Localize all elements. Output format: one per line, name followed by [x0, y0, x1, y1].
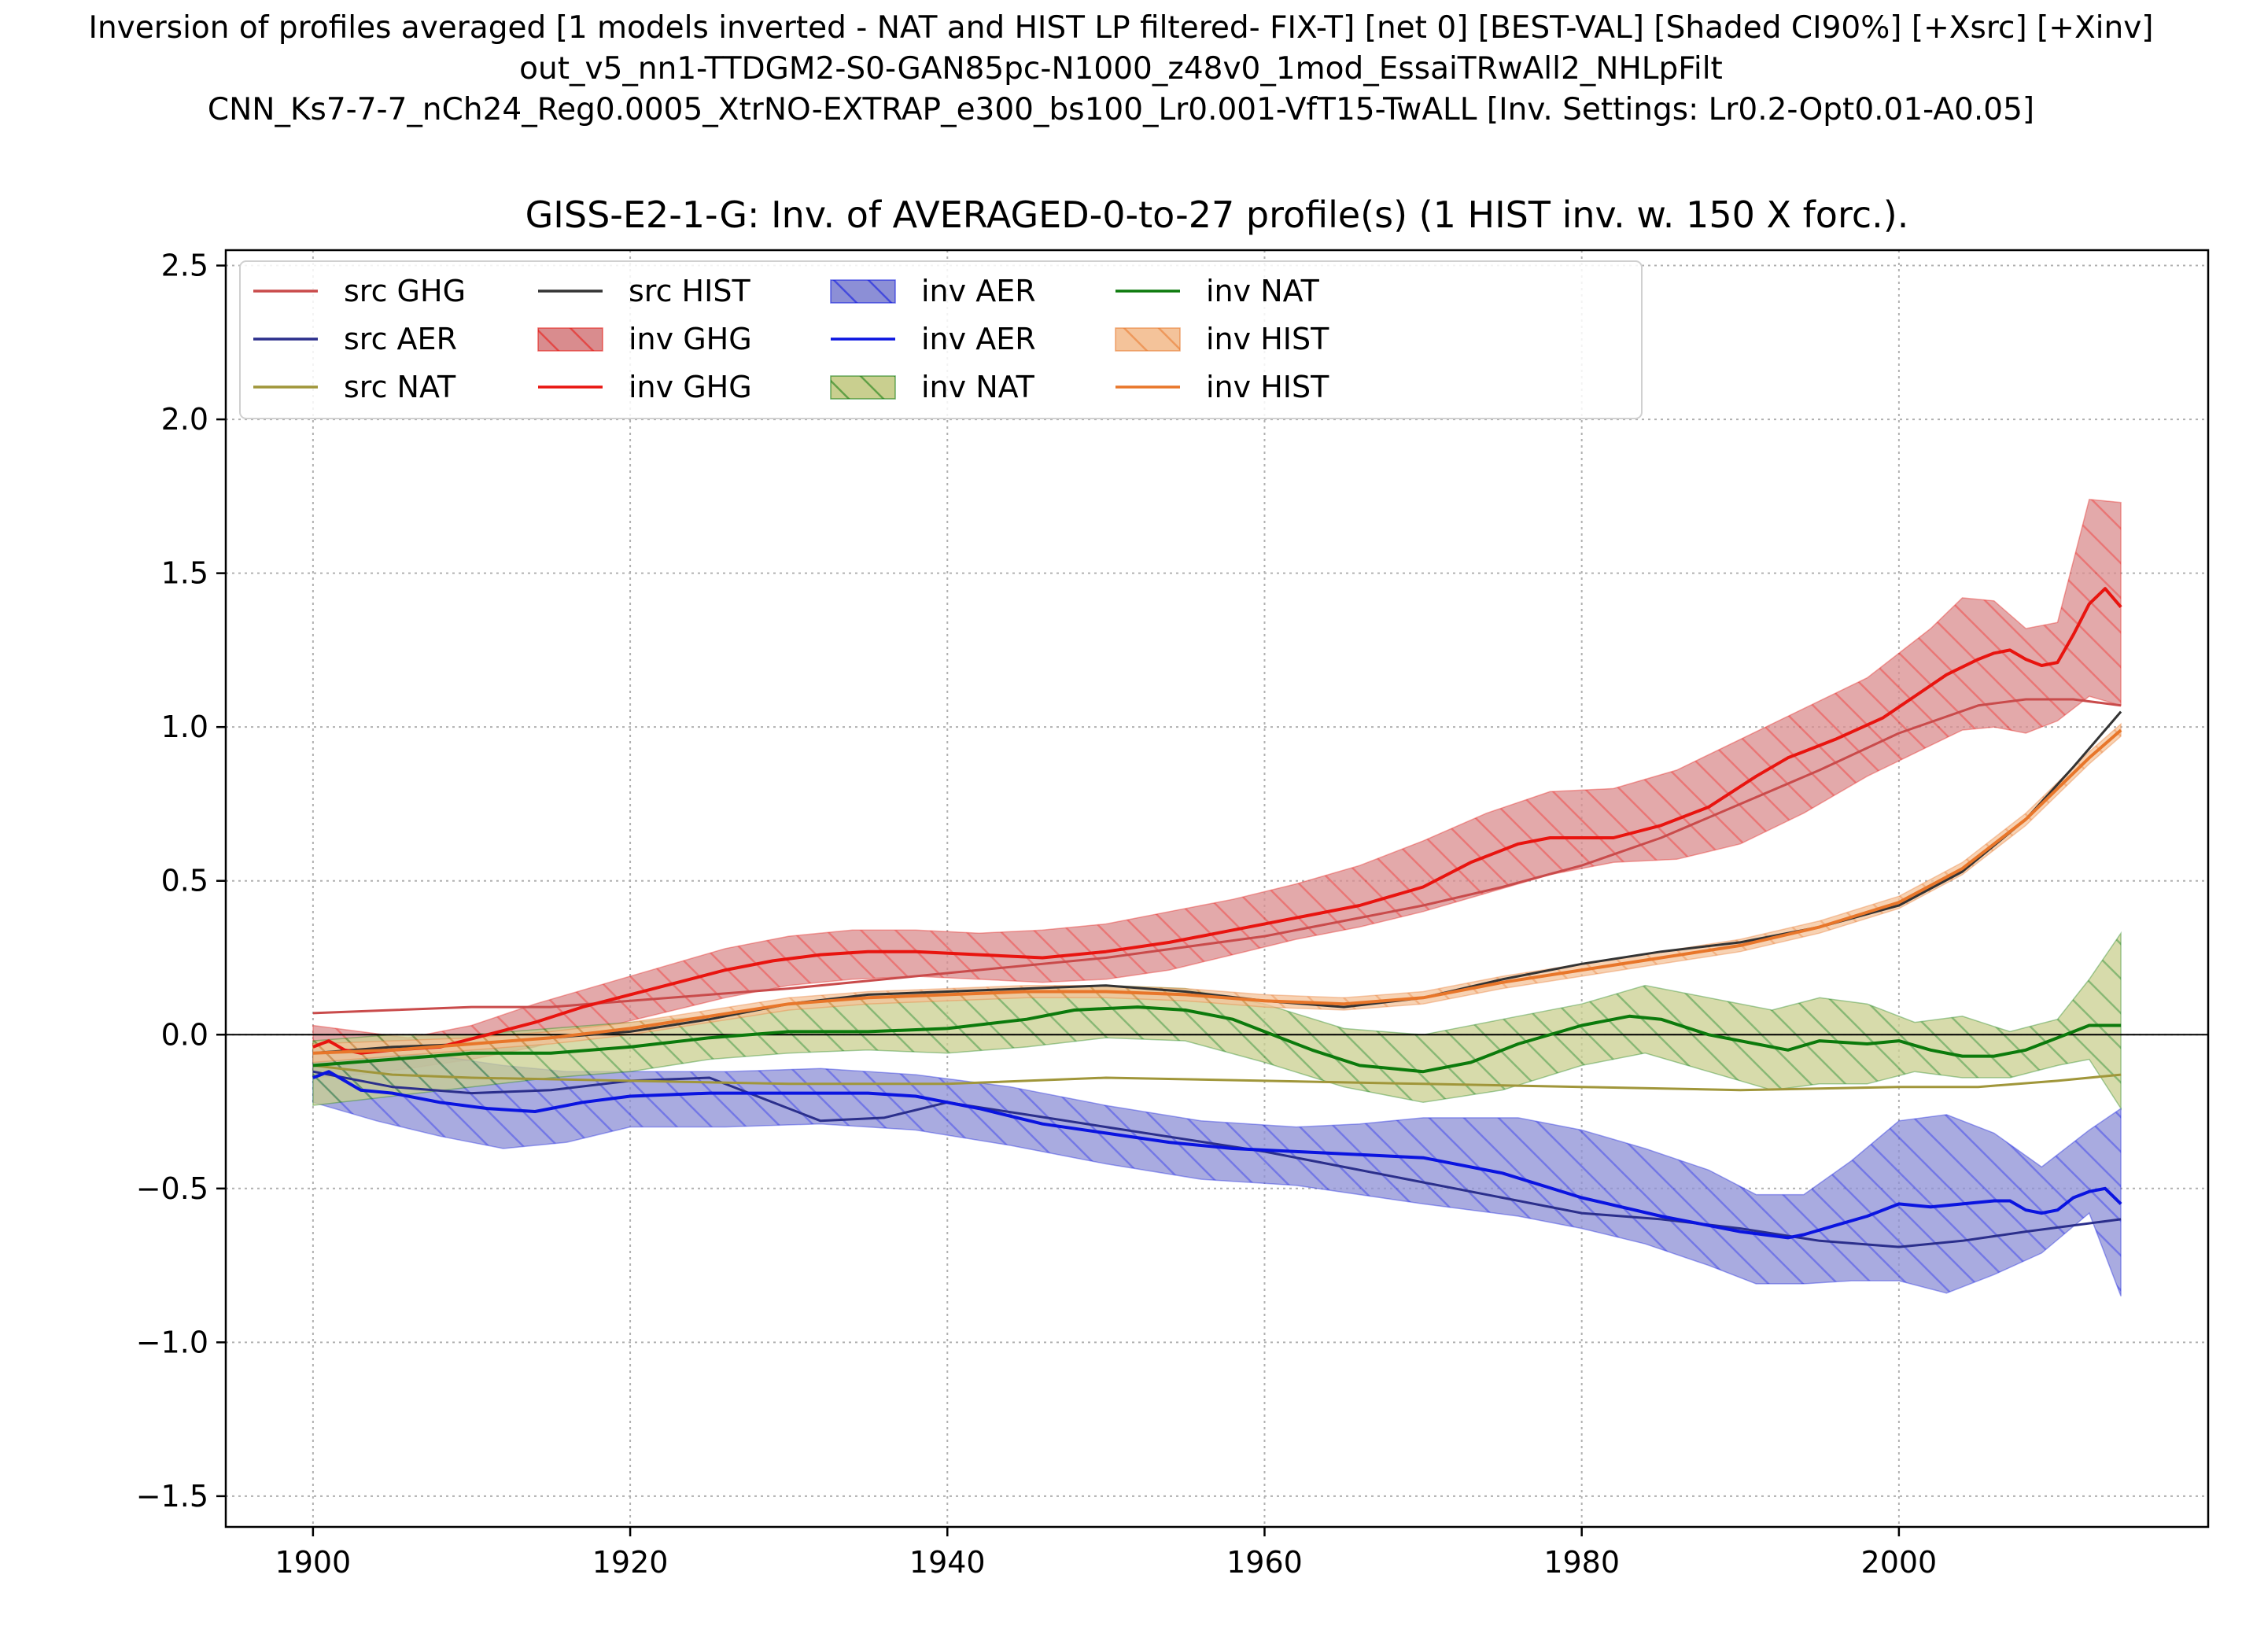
legend-entry-src-ghg-line: src GHG — [253, 274, 466, 308]
line-inv-ghg — [312, 587, 2122, 1055]
ytick-label-2: −0.5 — [136, 1171, 208, 1206]
xtick-label-1940: 1940 — [909, 1545, 986, 1580]
legend-entry-inv-hist-band: inv HIST — [1115, 322, 1329, 356]
legend-label: src AER — [344, 322, 457, 356]
legend-entry-src-hist-line: src HIST — [538, 274, 750, 308]
legend-label: inv NAT — [921, 370, 1035, 404]
legend-label: inv GHG — [629, 370, 752, 404]
suptitle-line-3: CNN_Ks7-7-7_nCh24_Reg0.0005_XtrNO-EXTRAP… — [208, 92, 2034, 127]
grid — [226, 250, 2208, 1527]
ytick-label-7: 2.0 — [161, 402, 208, 437]
legend-swatch — [830, 279, 896, 304]
legend-label: inv HIST — [1206, 370, 1329, 404]
xtick-label-1960: 1960 — [1226, 1545, 1303, 1580]
legend-entry-inv-nat-line: inv NAT — [1115, 274, 1320, 308]
ytick-label-1: −1.0 — [136, 1325, 208, 1359]
legend-swatch — [830, 375, 896, 400]
line-src-nat — [312, 1064, 2122, 1092]
ytick-label-3: 0.0 — [161, 1017, 208, 1052]
plot-frame — [224, 249, 2210, 1528]
legend-entry-inv-aer-line: inv AER — [831, 322, 1036, 356]
legend-label: src NAT — [344, 370, 456, 404]
xtick-label-2000: 2000 — [1861, 1545, 1938, 1580]
ytick-label-4: 0.5 — [161, 864, 208, 898]
figure-suptitle: Inversion of profiles averaged [1 models… — [88, 10, 2153, 127]
legend-label: src HIST — [629, 274, 750, 308]
legend: src GHG src AER src NAT src HIST inv GHG inv … — [239, 260, 1643, 419]
ytick-label-0: −1.5 — [136, 1479, 208, 1514]
legend-entry-inv-aer-band: inv AER — [830, 274, 1036, 308]
ytick-label-6: 1.5 — [161, 556, 208, 591]
suptitle-line-2: out_v5_nn1-TTDGM2-S0-GAN85pc-N1000_z48v0… — [519, 51, 1723, 87]
legend-frame — [239, 260, 1643, 419]
legend-entry-src-aer-line: src AER — [253, 322, 457, 356]
ytick-label-5: 1.0 — [161, 710, 208, 744]
legend-entry-inv-hist-line: inv HIST — [1115, 370, 1329, 404]
line-inv-hist — [312, 728, 2122, 1055]
ytick-label-8: 2.5 — [161, 249, 208, 283]
legend-entry-inv-ghg-line: inv GHG — [538, 370, 752, 404]
legend-entry-src-nat-line: src NAT — [253, 370, 456, 404]
series-lines — [312, 587, 2122, 1248]
legend-entry-inv-ghg-band: inv GHG — [537, 322, 752, 356]
ci-bands — [312, 498, 2122, 1296]
legend-label: inv AER — [921, 274, 1036, 308]
xtick-label-1920: 1920 — [592, 1545, 669, 1580]
xtick-label-1980: 1980 — [1543, 1545, 1620, 1580]
legend-swatch — [537, 327, 603, 352]
axis-ticks: 1900 1920 1940 1960 1980 2000 −1.5 −1.0 −0.5 0.0 0… — [136, 249, 1938, 1580]
legend-entry-inv-nat-band: inv NAT — [830, 370, 1035, 404]
line-inv-aer — [312, 1070, 2122, 1240]
legend-label: src GHG — [344, 274, 466, 308]
suptitle-line-1: Inversion of profiles averaged [1 models… — [88, 10, 2153, 46]
line-inv-nat — [312, 1005, 2122, 1074]
legend-label: inv HIST — [1206, 322, 1329, 356]
legend-label: inv GHG — [629, 322, 752, 356]
line-src-ghg — [312, 698, 2122, 1015]
legend-label: inv AER — [921, 322, 1036, 356]
band-inv-aer — [312, 1049, 2122, 1296]
legend-swatch — [1115, 327, 1181, 352]
xtick-label-1900: 1900 — [275, 1545, 352, 1580]
chart-title: GISS-E2-1-G: Inv. of AVERAGED-0-to-27 pr… — [525, 194, 1909, 236]
legend-label: inv NAT — [1206, 274, 1320, 308]
